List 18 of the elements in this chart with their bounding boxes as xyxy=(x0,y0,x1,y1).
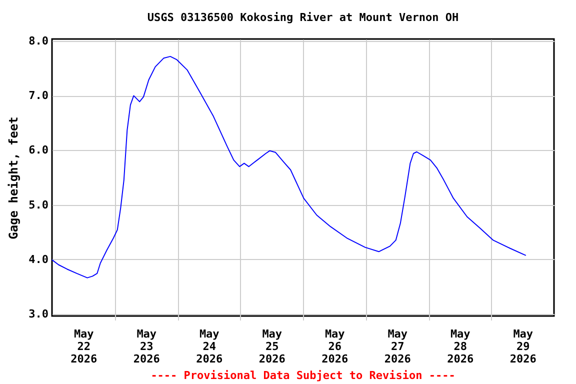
x-tick-label: May 26 2026 xyxy=(322,328,348,366)
y-axis-title: Gage height, feet xyxy=(6,116,21,240)
x-tick-label: May 24 2026 xyxy=(196,328,223,366)
x-tick-label: May 25 2026 xyxy=(258,328,286,366)
text: ---- Provisional Data Subject to Revision ---- xyxy=(150,369,456,382)
line-series xyxy=(52,56,526,278)
x-tick-label: May 29 2026 xyxy=(510,328,537,366)
x-tick-label: May 28 2026 xyxy=(447,328,474,366)
chart-title: USGS 03136500 Kokosing River at Mount Vernon OH xyxy=(147,11,459,24)
y-tick-label: 3.0 xyxy=(28,307,48,320)
x-tick-label: May 22 2026 xyxy=(70,328,98,366)
x-tick-label: May 27 2026 xyxy=(384,328,412,366)
y-tick-label: 4.0 xyxy=(28,252,48,266)
y-tick-label: 5.0 xyxy=(28,198,48,212)
y-tick-label: 8.0 xyxy=(28,34,48,48)
x-tick-label: May 23 2026 xyxy=(133,328,160,366)
y-tick-label: 6.0 xyxy=(28,144,48,157)
y-tick-label: 7.0 xyxy=(28,89,48,102)
